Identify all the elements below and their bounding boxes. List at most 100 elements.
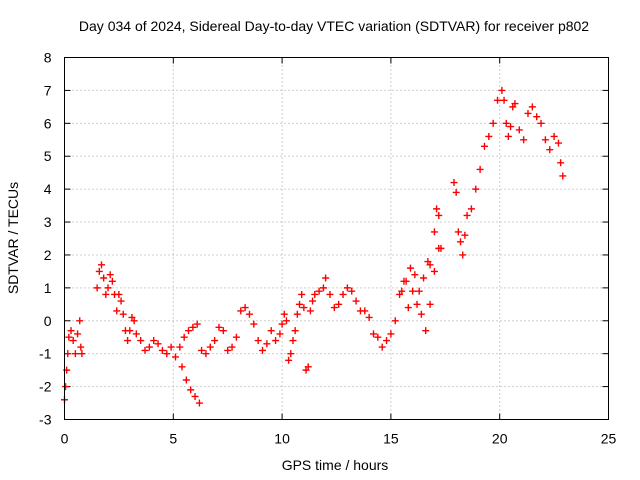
data-point-marker bbox=[343, 284, 351, 292]
data-point-marker bbox=[163, 350, 171, 358]
data-point-marker bbox=[494, 96, 502, 104]
y-tick-label: 0 bbox=[44, 313, 52, 329]
data-point-marker bbox=[171, 353, 179, 361]
data-point-marker bbox=[433, 205, 441, 213]
data-point-marker bbox=[330, 304, 338, 312]
y-tick-label: -1 bbox=[39, 346, 52, 362]
data-point-marker bbox=[504, 132, 512, 140]
data-point-marker bbox=[461, 231, 469, 239]
data-point-marker bbox=[387, 330, 395, 338]
data-point-marker bbox=[76, 317, 84, 325]
data-point-marker bbox=[467, 205, 475, 213]
data-point-marker bbox=[259, 346, 267, 354]
data-point-marker bbox=[191, 392, 199, 400]
data-point-marker bbox=[245, 310, 253, 318]
data-point-marker bbox=[300, 304, 308, 312]
data-point-marker bbox=[541, 136, 549, 144]
data-point-marker bbox=[348, 287, 356, 295]
data-point-marker bbox=[130, 317, 138, 325]
data-point-marker bbox=[293, 310, 301, 318]
data-point-marker bbox=[398, 287, 406, 295]
data-point-marker bbox=[291, 327, 299, 335]
data-point-marker bbox=[124, 337, 132, 345]
data-point-marker bbox=[287, 350, 295, 358]
data-point-marker bbox=[430, 267, 438, 275]
data-point-marker bbox=[126, 327, 134, 335]
data-point-marker bbox=[400, 277, 408, 285]
data-point-marker bbox=[520, 136, 528, 144]
data-point-marker bbox=[158, 346, 166, 354]
y-tick-label: 4 bbox=[44, 181, 52, 197]
data-point-marker bbox=[276, 330, 284, 338]
data-point-marker bbox=[178, 363, 186, 371]
data-point-marker bbox=[378, 343, 386, 351]
data-point-marker bbox=[202, 350, 210, 358]
x-axis-label: GPS time / hours bbox=[282, 457, 389, 473]
y-tick-label: 7 bbox=[44, 82, 52, 98]
x-tick-label: 20 bbox=[492, 431, 508, 447]
data-point-marker bbox=[185, 327, 193, 335]
y-tick-label: 3 bbox=[44, 214, 52, 230]
data-point-marker bbox=[137, 337, 145, 345]
data-point-marker bbox=[285, 356, 293, 364]
data-point-marker bbox=[557, 159, 565, 167]
data-point-marker bbox=[298, 290, 306, 298]
data-point-marker bbox=[62, 383, 70, 391]
data-point-marker bbox=[554, 139, 562, 147]
data-point-marker bbox=[189, 323, 197, 331]
y-tick-label: 2 bbox=[44, 247, 52, 263]
data-point-marker bbox=[309, 297, 317, 305]
data-point-marker bbox=[374, 333, 382, 341]
x-tick-label: 15 bbox=[383, 431, 399, 447]
data-point-marker bbox=[95, 267, 103, 275]
data-point-marker bbox=[65, 333, 73, 341]
data-point-marker bbox=[77, 343, 85, 351]
data-point-marker bbox=[215, 323, 223, 331]
data-point-marker bbox=[450, 179, 458, 187]
data-point-marker bbox=[413, 300, 421, 308]
data-point-marker bbox=[485, 132, 493, 140]
data-point-marker bbox=[311, 290, 319, 298]
data-point-marker bbox=[232, 333, 240, 341]
data-point-marker bbox=[319, 284, 327, 292]
data-point-marker bbox=[282, 317, 290, 325]
data-point-marker bbox=[322, 274, 330, 282]
data-point-marker bbox=[69, 337, 77, 345]
data-point-marker bbox=[422, 327, 430, 335]
data-point-marker bbox=[241, 304, 249, 312]
y-tick-label: 8 bbox=[44, 50, 52, 66]
data-marks bbox=[61, 86, 567, 407]
data-point-marker bbox=[391, 317, 399, 325]
data-point-marker bbox=[224, 346, 232, 354]
data-point-marker bbox=[383, 337, 391, 345]
data-point-marker bbox=[524, 109, 532, 117]
y-tick-label: 1 bbox=[44, 280, 52, 296]
data-point-marker bbox=[198, 346, 206, 354]
data-point-marker bbox=[278, 320, 286, 328]
data-point-marker bbox=[132, 330, 140, 338]
data-point-marker bbox=[187, 386, 195, 394]
data-point-marker bbox=[267, 327, 275, 335]
data-point-marker bbox=[104, 284, 112, 292]
data-point-marker bbox=[409, 287, 417, 295]
data-point-marker bbox=[480, 142, 488, 150]
data-point-marker bbox=[74, 330, 82, 338]
data-point-marker bbox=[457, 238, 465, 246]
data-point-marker bbox=[463, 211, 471, 219]
data-point-marker bbox=[369, 330, 377, 338]
y-tick-label: -3 bbox=[39, 412, 52, 428]
data-point-marker bbox=[546, 146, 554, 154]
data-point-marker bbox=[472, 185, 480, 193]
data-point-marker bbox=[420, 274, 428, 282]
data-point-marker bbox=[315, 287, 323, 295]
data-point-marker bbox=[365, 313, 373, 321]
grid-layer bbox=[64, 57, 609, 420]
data-point-marker bbox=[326, 290, 334, 298]
data-point-marker bbox=[426, 261, 434, 269]
data-point-marker bbox=[180, 333, 188, 341]
data-point-marker bbox=[206, 343, 214, 351]
data-point-marker bbox=[289, 337, 297, 345]
data-point-marker bbox=[176, 343, 184, 351]
data-point-marker bbox=[108, 277, 116, 285]
data-point-marker bbox=[304, 363, 312, 371]
